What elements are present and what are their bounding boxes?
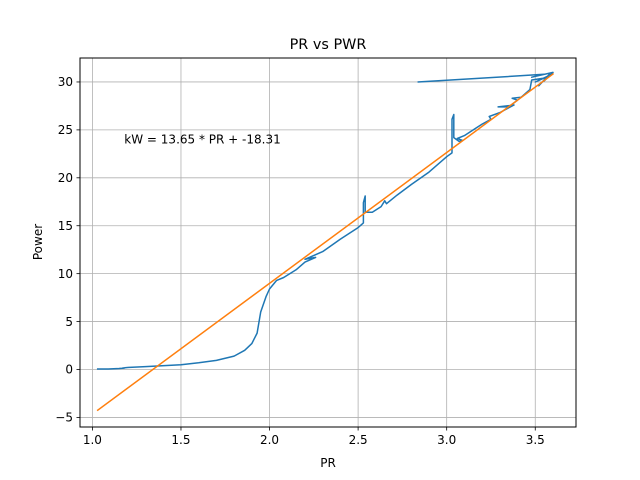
series-group: [96, 71, 555, 412]
x-tick-label: 3.0: [437, 433, 456, 447]
grid: [80, 58, 576, 427]
x-axis-label: PR: [320, 456, 336, 470]
y-tick-label: 0: [65, 363, 73, 377]
plot-frame: [79, 57, 577, 428]
x-tick-label: 3.5: [526, 433, 545, 447]
y-tick-label: 25: [58, 123, 73, 137]
x-axis-ticks: 1.0 1.5 2.0 2.5 3.0 3.5: [83, 427, 545, 447]
y-tick-label: 10: [58, 267, 73, 281]
y-tick-label: 15: [58, 219, 73, 233]
x-tick-label: 1.0: [83, 433, 102, 447]
y-axis-ticks: −5 0 5 10 15 20 25 30: [55, 75, 80, 425]
power-curve-line: [96, 71, 554, 370]
regression-fit-line: [96, 72, 555, 412]
y-tick-label: 20: [58, 171, 73, 185]
x-tick-label: 2.5: [349, 433, 368, 447]
y-tick-label: 5: [65, 315, 73, 329]
y-tick-label: −5: [55, 411, 73, 425]
x-tick-label: 1.5: [171, 433, 190, 447]
y-tick-label: 30: [58, 75, 73, 89]
x-tick-label: 2.0: [260, 433, 279, 447]
chart-title: PR vs PWR: [290, 37, 367, 53]
regression-equation-annotation: kW = 13.65 * PR + -18.31: [124, 133, 280, 147]
y-axis-label: Power: [31, 224, 45, 260]
